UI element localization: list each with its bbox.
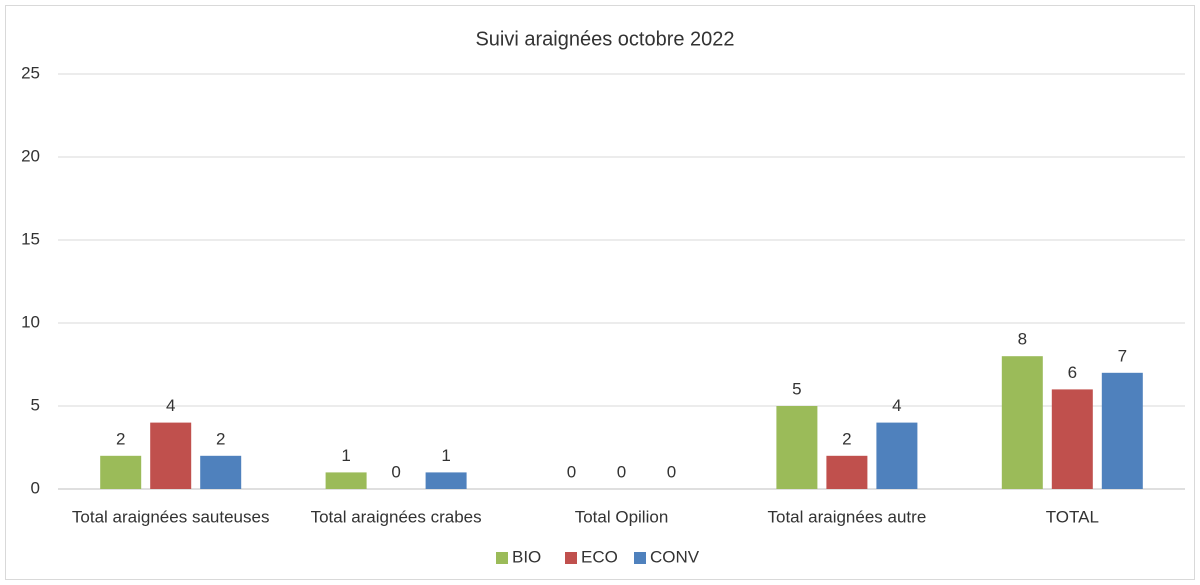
- legend-swatch: [565, 552, 577, 564]
- y-tick-label: 5: [31, 395, 40, 414]
- data-label: 6: [1068, 363, 1077, 382]
- x-tick-label: Total araignées autre: [768, 507, 927, 526]
- bar: [1051, 389, 1093, 489]
- y-tick-label: 10: [21, 312, 40, 331]
- bar: [100, 455, 142, 489]
- data-label: 2: [216, 429, 225, 448]
- x-tick-label: Total araignées sauteuses: [72, 507, 270, 526]
- data-label: 2: [116, 429, 125, 448]
- legend-swatch: [634, 552, 646, 564]
- bar: [425, 472, 467, 489]
- data-label: 0: [667, 462, 676, 481]
- y-tick-label: 15: [21, 229, 40, 248]
- bar: [776, 406, 818, 489]
- data-label: 2: [842, 429, 851, 448]
- data-label: 0: [391, 462, 400, 481]
- data-label: 1: [441, 446, 450, 465]
- y-tick-label: 20: [21, 146, 40, 165]
- x-tick-label: TOTAL: [1046, 507, 1099, 526]
- data-label: 4: [892, 396, 901, 415]
- bar: [325, 472, 367, 489]
- chart-border: [5, 5, 1195, 580]
- x-tick-label: Total Opilion: [575, 507, 669, 526]
- bar: [826, 455, 868, 489]
- data-label: 1: [341, 446, 350, 465]
- data-label: 5: [792, 379, 801, 398]
- bar: [876, 422, 918, 489]
- x-tick-label: Total araignées crabes: [311, 507, 482, 526]
- bar: [1001, 356, 1043, 489]
- y-tick-label: 25: [21, 63, 40, 82]
- legend-label: CONV: [650, 547, 700, 566]
- data-label: 4: [166, 396, 175, 415]
- legend-swatch: [496, 552, 508, 564]
- y-tick-label: 0: [31, 478, 40, 497]
- data-label: 8: [1018, 330, 1027, 349]
- bar: [150, 422, 192, 489]
- legend-label: BIO: [512, 547, 541, 566]
- data-label: 0: [617, 462, 626, 481]
- chart-title: Suivi araignées octobre 2022: [475, 28, 734, 50]
- legend-label: ECO: [581, 547, 618, 566]
- data-label: 0: [567, 462, 576, 481]
- data-label: 7: [1118, 346, 1127, 365]
- bar: [1101, 372, 1143, 489]
- bar: [200, 455, 242, 489]
